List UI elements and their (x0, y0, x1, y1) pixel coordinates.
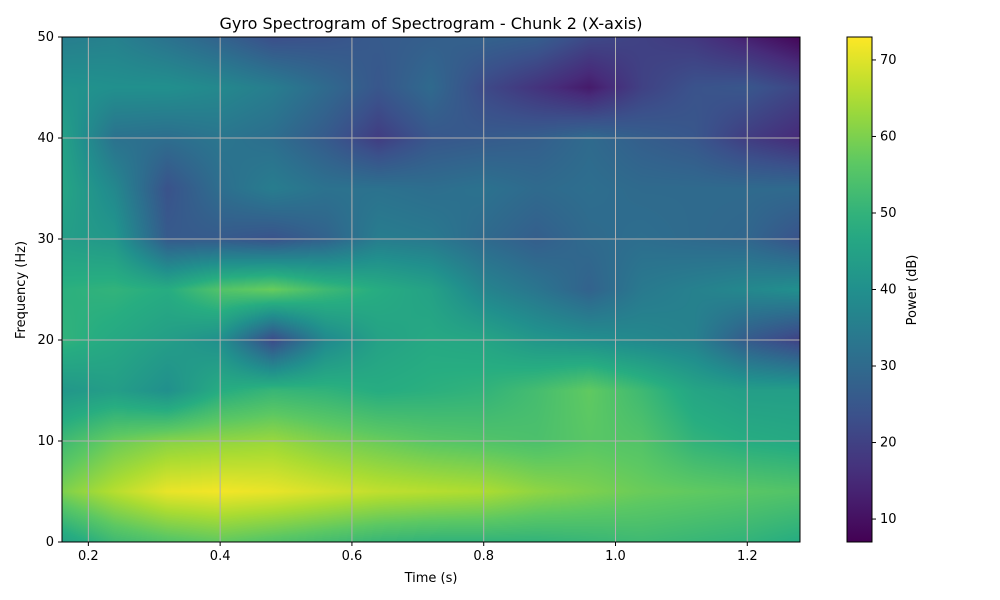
y-axis-ticks: 0 10 20 30 40 50 (37, 30, 62, 550)
x-tick-label: 1.0 (605, 549, 626, 564)
y-tick-label: 30 (37, 232, 54, 247)
chart-title: Gyro Spectrogram of Spectrogram - Chunk … (220, 14, 643, 33)
colorbar-tick-label: 50 (880, 206, 897, 221)
x-tick-label: 0.6 (342, 549, 363, 564)
colorbar-tick-label: 70 (880, 53, 897, 68)
colorbar: 10 20 30 40 50 60 70 Power (dB) (846, 36, 920, 543)
y-tick-label: 0 (46, 535, 54, 550)
colorbar-tick-label: 10 (880, 512, 897, 527)
y-tick-label: 20 (37, 333, 54, 348)
y-tick-label: 10 (37, 434, 54, 449)
plot-frame (61, 36, 801, 543)
x-tick-label: 1.2 (737, 549, 758, 564)
y-tick-label: 50 (37, 30, 54, 45)
x-axis-label: Time (s) (404, 571, 458, 586)
x-tick-label: 0.4 (210, 549, 231, 564)
x-axis-ticks: 0.2 0.4 0.6 0.8 1.0 1.2 (78, 542, 758, 564)
colorbar-tick-label: 20 (880, 436, 897, 451)
colorbar-ticks: 10 20 30 40 50 60 70 (872, 53, 897, 527)
colorbar-tick-label: 60 (880, 129, 897, 144)
y-tick-label: 40 (37, 131, 54, 146)
colorbar-label: Power (dB) (905, 255, 920, 326)
heatmap-image (62, 37, 800, 542)
y-axis-label: Frequency (Hz) (14, 241, 29, 339)
x-tick-label: 0.2 (78, 549, 99, 564)
colorbar-tick-label: 30 (880, 359, 897, 374)
x-tick-label: 0.8 (473, 549, 494, 564)
colorbar-tick-label: 40 (880, 283, 897, 298)
colorbar-gradient (846, 36, 873, 543)
